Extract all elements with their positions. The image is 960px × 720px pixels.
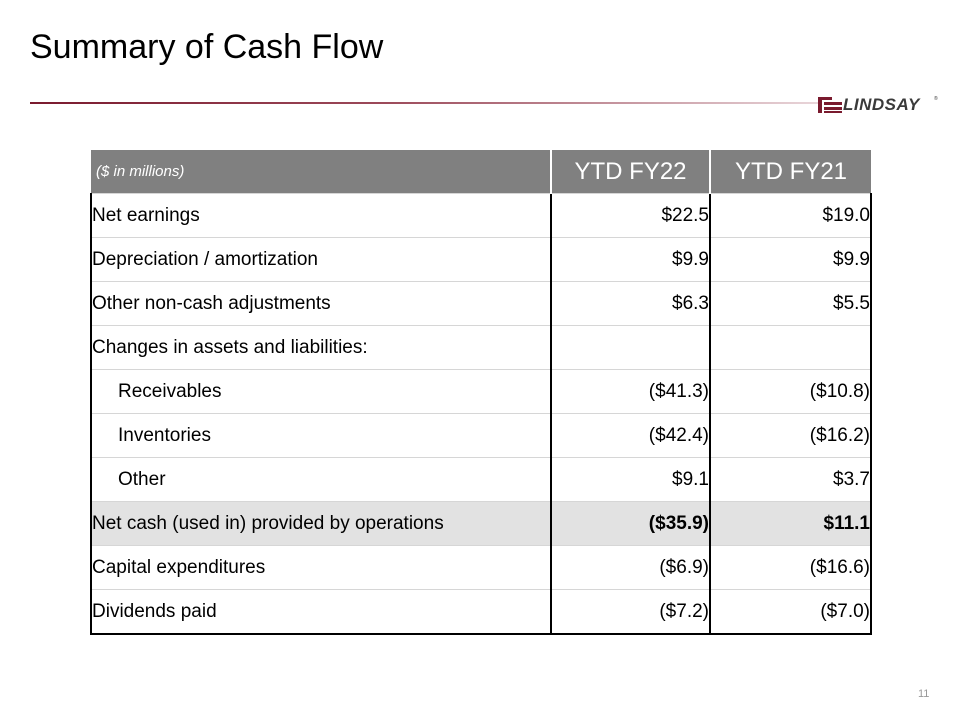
value-fy21: $5.5 — [710, 281, 872, 326]
value-fy21: ($16.2) — [710, 413, 872, 458]
value-fy22: $9.1 — [550, 457, 711, 502]
table-row: Changes in assets and liabilities: — [90, 325, 872, 370]
row-label: Dividends paid — [90, 589, 551, 635]
value-fy21: $11.1 — [710, 501, 872, 546]
table-row: Capital expenditures ($6.9) ($16.6) — [90, 545, 872, 590]
col-header-fy21: YTD FY21 — [710, 150, 871, 194]
table-row: Other non-cash adjustments $6.3 $5.5 — [90, 281, 872, 326]
value-fy22: ($41.3) — [550, 369, 711, 414]
lindsay-logo: LINDSAY ® — [818, 95, 940, 116]
value-fy21: ($7.0) — [710, 589, 872, 635]
row-label: Net earnings — [90, 193, 551, 238]
value-fy22: ($7.2) — [550, 589, 711, 635]
value-fy22 — [550, 325, 711, 370]
table-row: Inventories ($42.4) ($16.2) — [90, 413, 872, 458]
table-row: Depreciation / amortization $9.9 $9.9 — [90, 237, 872, 282]
table-row: Net earnings $22.5 $19.0 — [90, 193, 872, 238]
slide-title: Summary of Cash Flow — [30, 28, 384, 66]
row-label: Other non-cash adjustments — [90, 281, 551, 326]
row-label: Receivables — [90, 369, 551, 414]
value-fy22: ($35.9) — [550, 501, 711, 546]
table-row: Receivables ($41.3) ($10.8) — [90, 369, 872, 414]
table-row: Dividends paid ($7.2) ($7.0) — [90, 589, 872, 635]
logo-trademark: ® — [934, 96, 938, 102]
value-fy22: $9.9 — [550, 237, 711, 282]
value-fy21: $3.7 — [710, 457, 872, 502]
value-fy21: ($16.6) — [710, 545, 872, 590]
value-fy22: $6.3 — [550, 281, 711, 326]
value-fy21: $19.0 — [710, 193, 872, 238]
row-label: Inventories — [90, 413, 551, 458]
row-label: Depreciation / amortization — [90, 237, 551, 282]
page-number: 11 — [918, 688, 930, 700]
value-fy22: ($6.9) — [550, 545, 711, 590]
value-fy22: ($42.4) — [550, 413, 711, 458]
row-label: Capital expenditures — [90, 545, 551, 590]
col-header-fy22: YTD FY22 — [550, 150, 711, 194]
table-row-total: Net cash (used in) provided by operation… — [90, 501, 872, 546]
logo-wordmark: LINDSAY — [843, 95, 920, 114]
value-fy22: $22.5 — [550, 193, 711, 238]
cash-flow-table: ($ in millions) YTD FY22 YTD FY21 Net ea… — [90, 150, 872, 635]
title-divider — [30, 102, 820, 104]
row-label: Net cash (used in) provided by operation… — [90, 501, 551, 546]
table-header-row: ($ in millions) YTD FY22 YTD FY21 — [91, 150, 871, 194]
row-label: Other — [90, 457, 551, 502]
logo-mark-icon — [818, 97, 842, 113]
table-row: Other $9.1 $3.7 — [90, 457, 872, 502]
unit-label: ($ in millions) — [91, 150, 551, 194]
value-fy21 — [710, 325, 872, 370]
row-label: Changes in assets and liabilities: — [90, 325, 551, 370]
value-fy21: ($10.8) — [710, 369, 872, 414]
value-fy21: $9.9 — [710, 237, 872, 282]
